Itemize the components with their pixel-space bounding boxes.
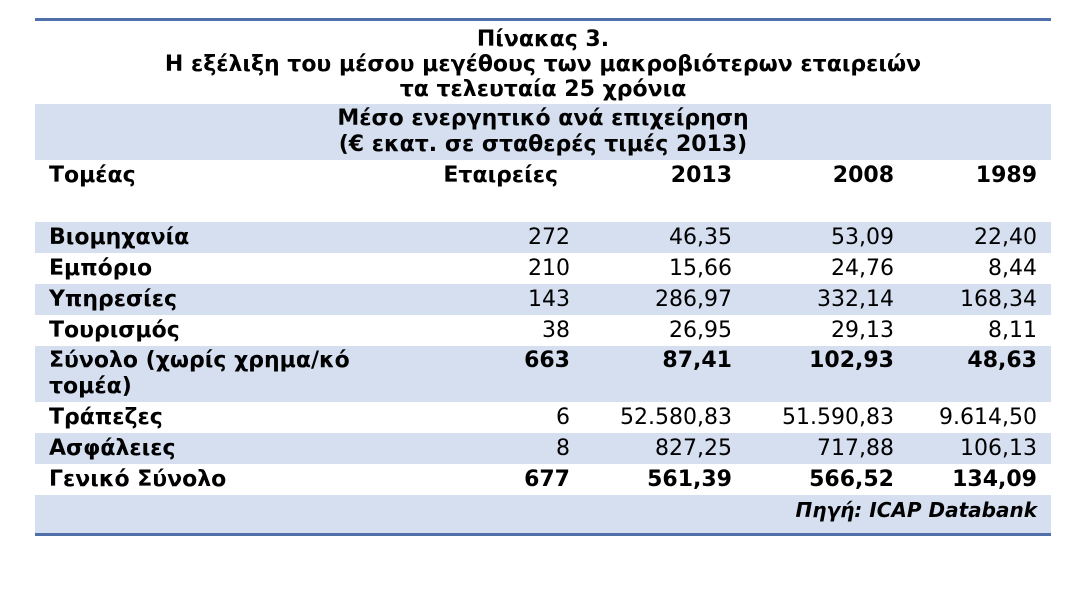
cell-2013: 46,35 bbox=[669, 225, 732, 250]
table-row: Γενικό Σύνολο 677 561,39 566,52 134,09 bbox=[35, 464, 1051, 495]
cell-sector: Ασφάλειες bbox=[49, 436, 176, 461]
header-2008: 2008 bbox=[832, 163, 894, 188]
cell-firms: 38 bbox=[542, 318, 570, 343]
cell-sector: Γενικό Σύνολο bbox=[49, 467, 227, 492]
table-row: Εμπόριο 210 15,66 24,76 8,44 bbox=[35, 253, 1051, 284]
header-sector: Τομέας bbox=[49, 163, 136, 188]
cell-firms: 8 bbox=[556, 436, 570, 461]
cell-1989: 106,13 bbox=[960, 436, 1037, 461]
cell-firms: 677 bbox=[524, 467, 570, 492]
cell-2008: 53,09 bbox=[831, 225, 894, 250]
cell-2013: 561,39 bbox=[647, 467, 732, 492]
cell-2008: 717,88 bbox=[817, 436, 894, 461]
table-row: Σύνολο (χωρίς χρημα/κό τομέα) 663 87,41 … bbox=[35, 346, 1051, 402]
source-note: Πηγή: ICAP Databank bbox=[35, 495, 1051, 533]
cell-1989: 9.614,50 bbox=[939, 405, 1037, 430]
subtitle-line-2: (€ εκατ. σε σταθερές τιμές 2013) bbox=[338, 132, 748, 157]
cell-2013: 52.580,83 bbox=[620, 405, 732, 430]
cell-2013: 26,95 bbox=[669, 318, 732, 343]
cell-2008: 24,76 bbox=[831, 256, 894, 281]
title-line-1: Πίνακας 3. bbox=[476, 27, 610, 52]
table-row: Ασφάλειες 8 827,25 717,88 106,13 bbox=[35, 433, 1051, 464]
cell-firms: 6 bbox=[556, 405, 570, 430]
cell-2013: 87,41 bbox=[662, 348, 732, 373]
subtitle-line-1: Μέσο ενεργητικό ανά επιχείρηση bbox=[337, 106, 749, 131]
table-subtitle: Μέσο ενεργητικό ανά επιχείρηση (€ εκατ. … bbox=[35, 104, 1051, 160]
table-title: Πίνακας 3. Η εξέλιξη του μέσου μεγέθους … bbox=[35, 21, 1051, 104]
cell-1989: 48,63 bbox=[967, 348, 1037, 373]
cell-1989: 168,34 bbox=[960, 287, 1037, 312]
cell-2008: 29,13 bbox=[831, 318, 894, 343]
cell-2008: 332,14 bbox=[817, 287, 894, 312]
cell-firms: 210 bbox=[528, 256, 570, 281]
cell-1989: 8,11 bbox=[988, 318, 1037, 343]
title-line-3: τα τελευταία 25 χρόνια bbox=[399, 77, 687, 102]
table-row: Τουρισμός 38 26,95 29,13 8,11 bbox=[35, 315, 1051, 346]
cell-sector: Βιομηχανία bbox=[49, 225, 190, 250]
cell-sector: Σύνολο (χωρίς χρημα/κό τομέα) bbox=[49, 348, 350, 399]
cell-firms: 663 bbox=[524, 348, 570, 373]
cell-2008: 51.590,83 bbox=[782, 405, 894, 430]
header-2013: 2013 bbox=[670, 163, 732, 188]
table-row: Υπηρεσίες 143 286,97 332,14 168,34 bbox=[35, 284, 1051, 315]
data-table: Πίνακας 3. Η εξέλιξη του μέσου μεγέθους … bbox=[35, 18, 1051, 536]
cell-2008: 566,52 bbox=[809, 467, 894, 492]
cell-sector: Τουρισμός bbox=[49, 318, 180, 343]
cell-firms: 272 bbox=[528, 225, 570, 250]
column-header-row: Τομέας Εταιρείες 2013 2008 1989 bbox=[35, 160, 1051, 222]
cell-1989: 134,09 bbox=[952, 467, 1037, 492]
cell-2013: 827,25 bbox=[655, 436, 732, 461]
cell-2008: 102,93 bbox=[809, 348, 894, 373]
table-row: Τράπεζες 6 52.580,83 51.590,83 9.614,50 bbox=[35, 402, 1051, 433]
cell-sector: Εμπόριο bbox=[49, 256, 153, 281]
title-line-2: Η εξέλιξη του μέσου μεγέθους των μακροβι… bbox=[164, 52, 922, 77]
cell-2013: 15,66 bbox=[669, 256, 732, 281]
header-firms: Εταιρείες bbox=[443, 163, 558, 188]
cell-sector: Υπηρεσίες bbox=[49, 287, 177, 312]
cell-1989: 22,40 bbox=[974, 225, 1037, 250]
cell-firms: 143 bbox=[528, 287, 570, 312]
cell-1989: 8,44 bbox=[988, 256, 1037, 281]
cell-2013: 286,97 bbox=[655, 287, 732, 312]
header-1989: 1989 bbox=[975, 163, 1037, 188]
cell-sector: Τράπεζες bbox=[49, 405, 163, 430]
table-row: Βιομηχανία 272 46,35 53,09 22,40 bbox=[35, 222, 1051, 253]
